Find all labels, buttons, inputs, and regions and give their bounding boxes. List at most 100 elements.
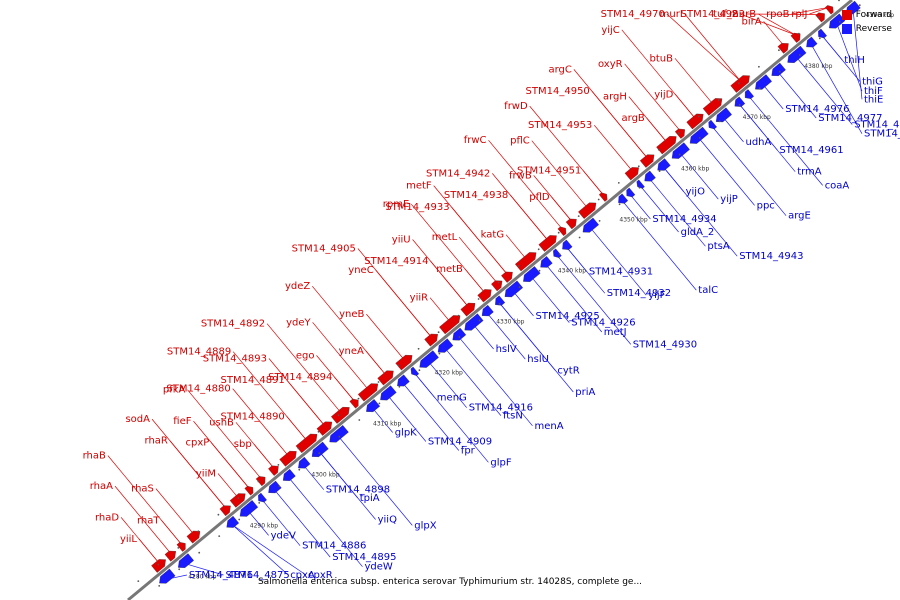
tick-dot-lower	[458, 336, 461, 338]
gene-label: yiiL	[120, 534, 137, 545]
reverse-gene-shape	[582, 217, 599, 233]
gene-label: cpxP	[186, 438, 210, 449]
forward-gene-shape	[730, 75, 750, 93]
tick-dot-upper	[497, 281, 500, 284]
leader-line	[557, 255, 632, 345]
gene-label: STM14_4942	[426, 168, 490, 179]
gene-label: yneB	[339, 309, 364, 320]
reverse-gene	[437, 338, 454, 353]
reverse-gene-shape	[618, 193, 629, 204]
reverse-gene	[452, 327, 467, 341]
gene-label: STM14_4977	[818, 113, 882, 124]
leader-line	[746, 13, 821, 15]
gene-label: tpiA	[360, 493, 380, 504]
tick-label: 4280 kbp	[188, 574, 216, 581]
tick-label: 4300 kbp	[311, 472, 339, 479]
forward-gene-shape	[219, 505, 231, 517]
reverse-gene	[410, 366, 420, 376]
gene-label: yijF	[648, 290, 665, 301]
tick-dot-upper	[457, 314, 460, 317]
gene-label: yijC	[601, 25, 619, 36]
forward-gene	[598, 192, 608, 202]
tick-dot-upper	[637, 165, 640, 168]
forward-gene	[491, 280, 503, 292]
tick-label: 4350 kbp	[619, 216, 647, 223]
gene-label: rpmE	[383, 199, 410, 210]
tick-dot-lower	[338, 435, 341, 438]
gene-label: STM14_4951	[517, 166, 581, 177]
tick-dot-lower	[518, 286, 521, 289]
gene-label: STM14_4950	[526, 86, 590, 97]
gene-label: ftsN	[503, 411, 523, 422]
reverse-gene	[282, 468, 296, 481]
reverse-gene-shape	[715, 107, 732, 123]
gene-label: frwC	[464, 135, 487, 146]
leader-line	[319, 452, 376, 520]
leader-line	[740, 13, 796, 36]
gene-label: coaA	[825, 180, 850, 191]
reverse-gene	[226, 515, 240, 528]
tick-dot-upper	[257, 480, 260, 483]
forward-gene-shape	[395, 354, 413, 371]
tick-dot-upper	[297, 447, 300, 450]
gene-label: ppc	[757, 200, 775, 211]
leader-line	[763, 84, 784, 110]
tick-dot-upper	[157, 563, 160, 566]
tick-dot-lower	[278, 485, 281, 488]
leader-line	[675, 94, 696, 119]
forward-gene	[815, 12, 825, 23]
leader-line	[487, 313, 526, 360]
tick-dot-lower	[398, 385, 401, 388]
gene-label: cpxR	[308, 570, 333, 581]
forward-genes	[151, 5, 834, 573]
legend-forward: Forward	[841, 8, 892, 22]
gene-label: yiiU	[392, 235, 411, 246]
forward-gene-shape	[624, 167, 639, 181]
tick-dot-lower	[578, 236, 581, 239]
forward-gene	[460, 302, 476, 317]
leader-line	[546, 264, 603, 333]
leader-line	[428, 361, 467, 408]
leader-line	[268, 358, 325, 426]
reverse-gene	[818, 28, 827, 39]
gene-label: STM14_4943	[739, 251, 803, 262]
forward-gene-shape	[702, 98, 723, 116]
leader-line	[433, 185, 508, 275]
gene-label: STM14_4876	[189, 570, 253, 581]
tick-dot-lower	[378, 402, 381, 405]
forward-gene	[377, 370, 394, 386]
reverse-gene-shape	[553, 248, 562, 258]
gene-label: STM14_4953	[528, 120, 592, 131]
leader-line	[262, 499, 301, 546]
gene-label: thiG	[862, 77, 883, 88]
forward-gene	[357, 383, 379, 402]
gene-label: ptsA	[707, 241, 729, 252]
tick-dot-lower	[478, 319, 481, 322]
reverse-gene	[419, 350, 439, 368]
forward-gene	[439, 315, 461, 335]
gene-label: glpF	[490, 457, 511, 468]
reverse-gene	[806, 36, 818, 48]
reverse-gene	[715, 107, 732, 123]
gene-label: btuB	[650, 53, 674, 64]
reverse-gene	[787, 45, 807, 63]
leader-line	[791, 6, 830, 15]
genome-caption: Salmonella enterica subsp. enterica sero…	[257, 577, 643, 587]
leader-line	[303, 465, 325, 490]
leader-line	[583, 170, 604, 195]
forward-gene	[686, 113, 704, 130]
gene-label: STM14_4932	[607, 288, 671, 299]
tick-dot-lower	[238, 518, 241, 521]
gene-label: fpr	[461, 446, 476, 457]
gene-label: metJ	[604, 327, 627, 338]
forward-gene	[244, 485, 254, 496]
forward-gene	[316, 421, 333, 436]
gene-label: thiE	[864, 94, 883, 105]
gene-label: STM14_4893	[203, 354, 267, 365]
forward-gene-shape	[515, 252, 537, 272]
gene-label: gldA_2	[681, 227, 715, 238]
reverse-gene	[397, 374, 410, 387]
gene-label: glpK	[395, 428, 417, 439]
tick-dot-upper	[537, 248, 540, 251]
reverse-gene-shape	[452, 327, 467, 341]
